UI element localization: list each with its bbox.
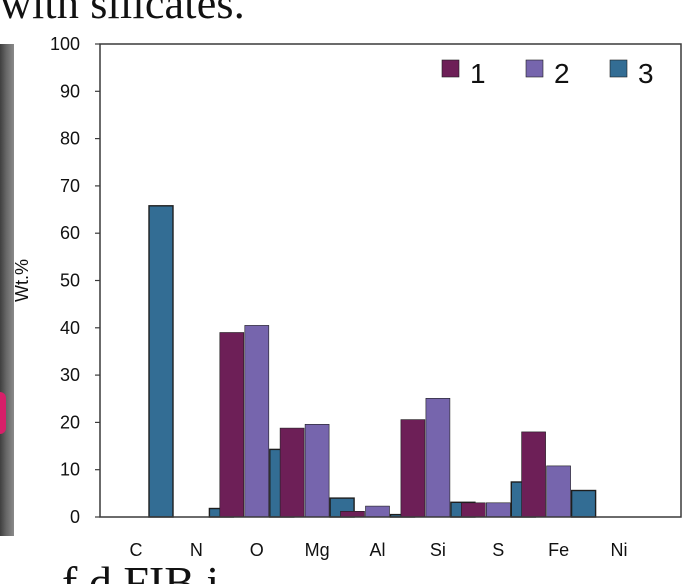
bar-2-fe <box>546 465 571 518</box>
bars-layer <box>148 205 597 518</box>
legend: 1 2 3 <box>441 58 654 89</box>
bar-3-c <box>148 205 174 518</box>
y-tick-label: 100 <box>50 34 80 54</box>
y-tick-label: 60 <box>60 223 80 243</box>
legend-swatch-1 <box>441 59 460 78</box>
bar-2-o <box>244 325 270 518</box>
bar-1-s <box>460 502 486 518</box>
legend-label-2: 2 <box>554 58 570 89</box>
y-tick-label: 30 <box>60 365 80 385</box>
page-heading-fragment: with silicates. <box>0 0 245 28</box>
legend-label-3: 3 <box>638 58 654 89</box>
bar-1-al <box>340 510 365 518</box>
legend-swatch-2 <box>525 59 544 78</box>
y-tick-label: 0 <box>70 507 80 527</box>
x-tick-label: C <box>130 540 143 560</box>
y-tick-label: 70 <box>60 176 80 196</box>
bar-1-fe <box>521 431 546 518</box>
micrograph-edge <box>0 44 14 536</box>
bar-1-mg <box>279 427 305 518</box>
y-axis-label: Wt.% <box>12 259 32 302</box>
bar-2-mg <box>304 423 330 518</box>
y-tick-label: 50 <box>60 271 80 291</box>
x-tick-label: Ni <box>611 540 628 560</box>
bar-2-al <box>365 505 390 518</box>
page-caption-fragment: f d FIB i <box>62 557 220 584</box>
y-tick-label: 10 <box>60 460 80 480</box>
bar-1-si <box>400 419 426 518</box>
y-tick-label: 20 <box>60 412 80 432</box>
axes-layer: 0 10 20 30 40 50 60 70 80 90 100 C N O Mg Al Si S Fe Ni <box>50 34 682 560</box>
bar-2-si <box>425 397 451 518</box>
x-tick-label: Fe <box>548 540 569 560</box>
bar-1-o <box>219 332 245 518</box>
x-tick-label: Al <box>369 540 385 560</box>
bar-2-s <box>485 502 511 518</box>
bar-3-fe <box>570 489 597 518</box>
y-tick-label: 80 <box>60 129 80 149</box>
y-tick-label: 40 <box>60 318 80 338</box>
x-tick-label: O <box>250 540 264 560</box>
plot-frame <box>99 43 682 518</box>
legend-swatch-3 <box>609 59 628 78</box>
y-tick-label: 90 <box>60 81 80 101</box>
x-tick-label: S <box>492 540 504 560</box>
x-tick-label: Si <box>430 540 446 560</box>
legend-label-1: 1 <box>470 58 486 89</box>
x-tick-label: N <box>190 540 203 560</box>
x-tick-label: Mg <box>305 540 330 560</box>
